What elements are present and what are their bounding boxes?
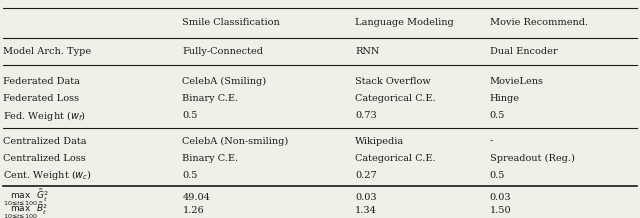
Text: Centralized Loss: Centralized Loss [3,153,86,163]
Text: Federated Data: Federated Data [3,77,80,86]
Text: 49.04: 49.04 [182,193,211,202]
Text: 0.27: 0.27 [355,170,377,180]
Text: 0.73: 0.73 [355,111,377,121]
Text: 0.03: 0.03 [490,193,511,202]
Text: 1.50: 1.50 [490,206,511,215]
Text: Fed. Weight ($w_f$): Fed. Weight ($w_f$) [3,109,86,123]
Text: 0.5: 0.5 [490,170,505,180]
Text: Fully-Connected: Fully-Connected [182,47,264,56]
Text: Categorical C.E.: Categorical C.E. [355,153,436,163]
Text: $\max_{10\leq t\leq 100}\tilde{G}_t^2$: $\max_{10\leq t\leq 100}\tilde{G}_t^2$ [3,187,49,208]
Text: Language Modeling: Language Modeling [355,18,454,27]
Text: MovieLens: MovieLens [490,77,543,86]
Text: 0.5: 0.5 [182,170,198,180]
Text: Spreadout (Reg.): Spreadout (Reg.) [490,153,575,163]
Text: Centralized Data: Centralized Data [3,136,86,146]
Text: Model Arch. Type: Model Arch. Type [3,47,92,56]
Text: -: - [490,136,493,146]
Text: 0.03: 0.03 [355,193,377,202]
Text: Binary C.E.: Binary C.E. [182,94,239,103]
Text: $\max_{10\leq t\leq 100}\tilde{B}_t^2$: $\max_{10\leq t\leq 100}\tilde{B}_t^2$ [3,201,48,218]
Text: CelebA (Smiling): CelebA (Smiling) [182,77,266,86]
Text: Categorical C.E.: Categorical C.E. [355,94,436,103]
Text: 0.5: 0.5 [182,111,198,121]
Text: 1.26: 1.26 [182,206,204,215]
Text: Wikipedia: Wikipedia [355,136,404,146]
Text: 1.34: 1.34 [355,206,377,215]
Text: Binary C.E.: Binary C.E. [182,153,239,163]
Text: CelebA (Non-smiling): CelebA (Non-smiling) [182,136,289,146]
Text: Stack Overflow: Stack Overflow [355,77,431,86]
Text: Cent. Weight ($w_c$): Cent. Weight ($w_c$) [3,168,92,182]
Text: Hinge: Hinge [490,94,520,103]
Text: 0.5: 0.5 [490,111,505,121]
Text: Dual Encoder: Dual Encoder [490,47,557,56]
Text: Smile Classification: Smile Classification [182,18,280,27]
Text: RNN: RNN [355,47,380,56]
Text: Movie Recommend.: Movie Recommend. [490,18,588,27]
Text: Federated Loss: Federated Loss [3,94,79,103]
